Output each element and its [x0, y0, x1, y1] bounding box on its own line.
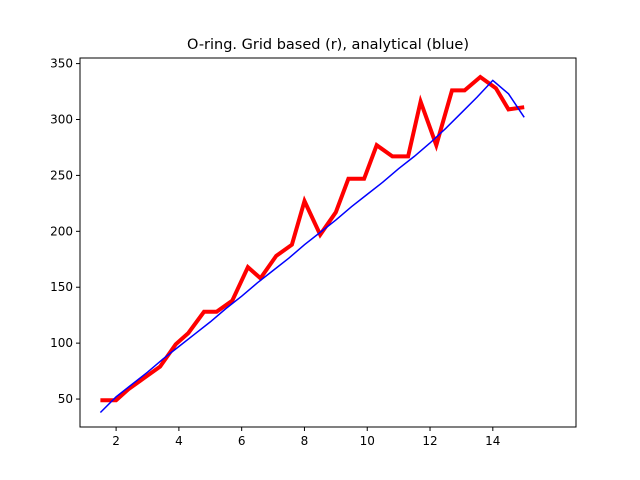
- x-axis: 2 4 6 8 10 12 14: [112, 427, 500, 448]
- y-axis: 50 100 150 200 250 300 350: [50, 57, 80, 406]
- x-tick-label: 14: [485, 434, 500, 448]
- y-tick-label: 100: [50, 336, 73, 350]
- y-tick-label: 150: [50, 280, 73, 294]
- x-tick-label: 4: [175, 434, 183, 448]
- y-tick-label: 200: [50, 224, 73, 238]
- plot-series: [99, 74, 525, 414]
- series-line-red: [100, 74, 525, 403]
- y-tick-label: 50: [58, 392, 73, 406]
- chart-title: O-ring. Grid based (r), analytical (blue…: [187, 37, 469, 53]
- x-tick-label: 8: [301, 434, 309, 448]
- x-tick-label: 2: [112, 434, 120, 448]
- y-tick-label: 350: [50, 57, 73, 71]
- x-tick-label: 10: [360, 434, 375, 448]
- y-tick-label: 300: [50, 113, 73, 127]
- x-tick-label: 6: [238, 434, 246, 448]
- y-tick-label: 250: [50, 168, 73, 182]
- axes-frame: [79, 57, 577, 428]
- x-tick-label: 12: [422, 434, 437, 448]
- series-line-blue: [99, 79, 525, 414]
